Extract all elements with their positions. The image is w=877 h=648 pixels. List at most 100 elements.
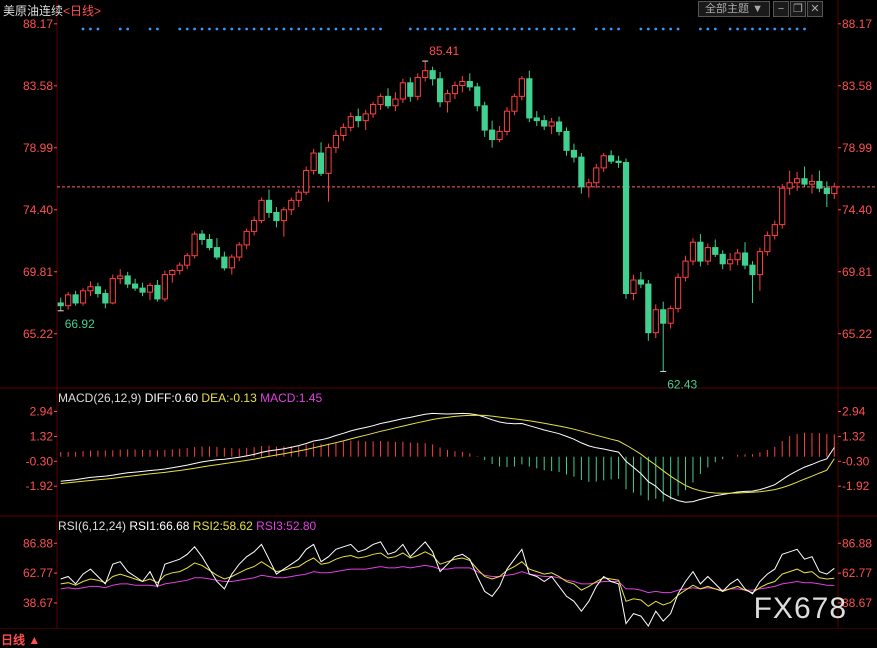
candle-body xyxy=(273,211,280,222)
period-switch-button[interactable]: 日线 ▲ xyxy=(1,633,41,647)
y-tick-label-right: 1.32 xyxy=(842,429,866,443)
rsi3-value: RSI3:52.80 xyxy=(256,519,317,533)
signal-dot xyxy=(275,27,278,31)
macd-value: MACD:1.45 xyxy=(260,391,323,405)
signal-dot xyxy=(520,27,524,31)
signal-dot xyxy=(327,27,330,31)
signal-dot xyxy=(148,27,152,31)
candle-body xyxy=(593,167,600,184)
candle-body xyxy=(399,82,406,100)
candle-body xyxy=(764,234,771,253)
candle-body xyxy=(585,182,592,188)
signal-dot xyxy=(319,27,323,31)
instrument-title[interactable]: 美原油连续 xyxy=(3,4,64,18)
signal-dot xyxy=(550,27,554,31)
signal-dot xyxy=(617,27,620,31)
candle-body xyxy=(288,199,295,211)
signal-dot xyxy=(780,27,784,31)
candle-body xyxy=(459,80,466,87)
y-tick-label-left: 1.32 xyxy=(30,429,54,443)
rsi2-value: RSI2:58.62 xyxy=(192,519,253,533)
candle-body xyxy=(652,309,659,334)
candle-body xyxy=(630,279,637,295)
candle-body xyxy=(87,286,94,292)
candle-body xyxy=(102,293,109,304)
candle-body xyxy=(600,155,607,169)
candle-body xyxy=(355,116,362,122)
candle-body xyxy=(466,80,473,88)
candle-body xyxy=(719,253,726,265)
signal-dot xyxy=(527,27,531,31)
candle-body xyxy=(221,256,228,269)
theme-select-button[interactable]: 全部主题 ▼ xyxy=(698,1,770,17)
window-restore-icon-button[interactable]: ❐ xyxy=(790,1,806,17)
signal-dot xyxy=(96,27,100,31)
candle-body xyxy=(474,86,481,107)
candle-body xyxy=(109,278,116,304)
candle-body xyxy=(280,209,287,222)
y-tick-label-left: 83.58 xyxy=(23,79,53,93)
candle-body xyxy=(503,110,511,132)
candle-body xyxy=(161,274,168,300)
macd-legend: MACD(26,12,9) DIFF:0.60 DEA:-0.13 MACD:1… xyxy=(58,391,322,405)
y-tick-label-right: -0.30 xyxy=(842,454,870,468)
candle-body xyxy=(570,149,578,158)
signal-dot xyxy=(208,27,211,31)
signal-dot xyxy=(602,27,606,31)
signal-dot xyxy=(252,27,256,31)
signal-dot xyxy=(594,27,598,31)
signal-dot xyxy=(371,27,375,31)
signal-dot xyxy=(289,27,293,31)
signal-dot xyxy=(118,27,122,31)
candle-body xyxy=(370,103,377,115)
signal-dot xyxy=(468,27,472,31)
candle-body xyxy=(236,244,243,258)
signal-dot xyxy=(460,27,464,31)
candle-body xyxy=(496,130,503,141)
signal-dot xyxy=(557,27,561,31)
signal-dot xyxy=(639,27,643,31)
candle-body xyxy=(213,247,221,258)
y-tick-label-left: -0.30 xyxy=(26,454,54,468)
candle-body xyxy=(79,290,87,304)
signal-dot xyxy=(379,27,382,31)
signal-dot xyxy=(408,27,412,31)
candle-body xyxy=(704,247,711,262)
signal-dot xyxy=(654,27,658,31)
candle-body xyxy=(808,180,816,185)
close-icon-button[interactable]: ✕ xyxy=(807,1,823,17)
candle-body xyxy=(139,287,146,293)
period-label[interactable]: 日线 xyxy=(70,4,95,18)
signal-dot xyxy=(736,27,739,31)
y-tick-label-right: 62.77 xyxy=(842,566,872,580)
signal-dot xyxy=(267,27,271,31)
signal-dot xyxy=(713,27,717,31)
candle-body xyxy=(258,199,265,222)
signal-dot xyxy=(773,27,777,31)
signal-dot xyxy=(416,27,420,31)
y-tick-label-right: 69.81 xyxy=(842,265,872,279)
candle-body xyxy=(779,187,786,226)
candle-body xyxy=(697,241,704,262)
candle-body xyxy=(176,264,183,272)
candle-body xyxy=(184,255,191,266)
signal-dot xyxy=(341,27,345,31)
signal-dot xyxy=(483,27,487,31)
signal-dot xyxy=(230,27,234,31)
signal-dot xyxy=(728,27,732,31)
signal-dot xyxy=(542,27,546,31)
candle-body xyxy=(608,155,615,162)
signal-dot xyxy=(304,27,308,31)
y-tick-label-right: 2.94 xyxy=(842,405,866,419)
dea-value: DEA:-0.13 xyxy=(201,391,257,405)
signal-dot xyxy=(260,27,263,31)
signal-dot xyxy=(185,27,189,31)
signal-dot xyxy=(126,27,130,31)
signal-dot xyxy=(676,27,680,31)
macd-params: MACD(26,12,9) xyxy=(58,391,142,405)
signal-dot xyxy=(237,27,241,31)
minus-icon-button[interactable]: − xyxy=(773,1,789,17)
candle-body xyxy=(727,259,734,265)
candle-body xyxy=(436,78,444,103)
